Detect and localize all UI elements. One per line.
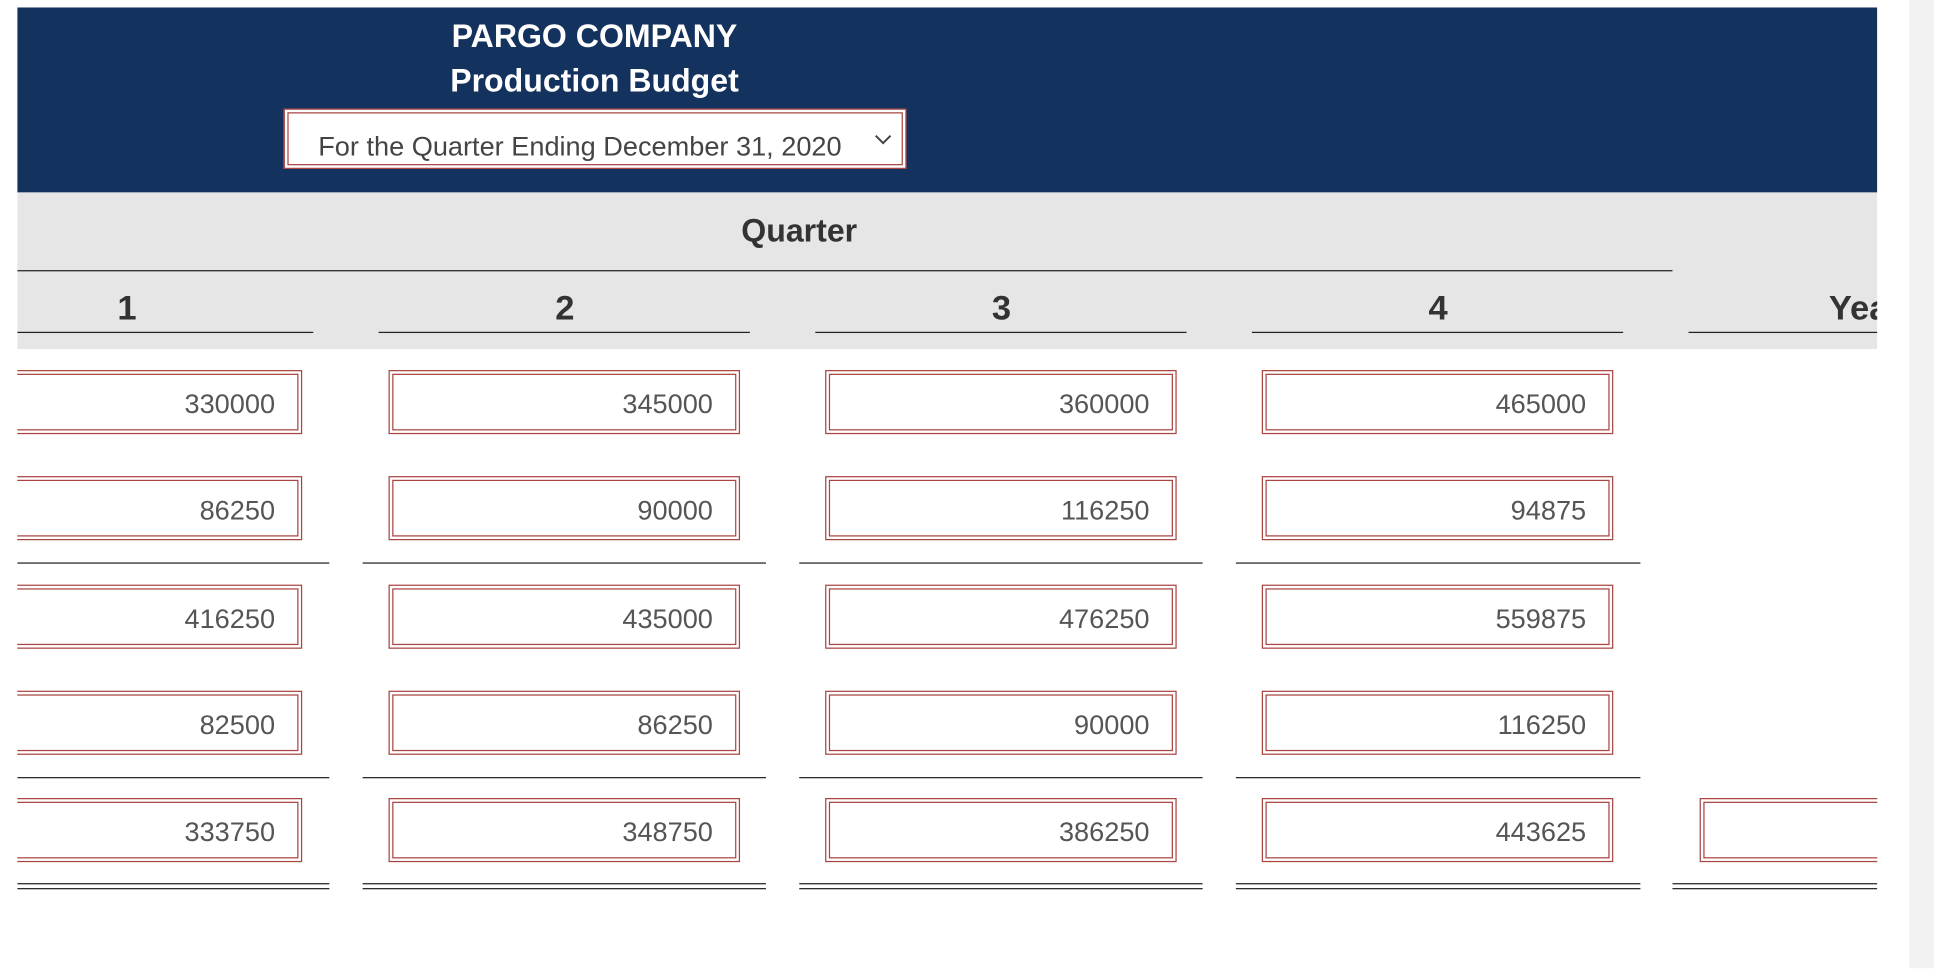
cell-value: 90000 — [637, 494, 713, 526]
input-cell[interactable]: 86250 — [388, 690, 741, 755]
column-header: Year — [1828, 288, 1877, 327]
subtotal-rule — [362, 562, 766, 564]
input-cell[interactable]: 345000 — [388, 370, 741, 435]
header: PARGO COMPANY Production Budget For the … — [17, 7, 1878, 193]
column-header: 1 — [117, 288, 137, 327]
cell-value: 345000 — [622, 388, 713, 420]
cell-value: 333750 — [184, 816, 276, 848]
input-cell[interactable]: 443625 — [1261, 798, 1614, 863]
cell-value: 559875 — [1495, 603, 1587, 634]
input-cell[interactable] — [1699, 798, 1878, 863]
input-cell[interactable]: 94875 — [1261, 476, 1614, 541]
report-title: Production Budget — [450, 61, 739, 99]
input-cell[interactable]: 90000 — [825, 690, 1177, 755]
input-cell[interactable]: 86250 — [17, 476, 303, 541]
input-cell[interactable]: 465000 — [1261, 370, 1614, 435]
input-cell[interactable]: 360000 — [825, 370, 1177, 435]
cell-value: 443625 — [1495, 816, 1587, 848]
cell-value: 476250 — [1058, 603, 1150, 634]
input-cell[interactable]: 476250 — [825, 584, 1177, 649]
input-cell[interactable]: 116250 — [1261, 690, 1614, 755]
column-underline — [17, 331, 314, 334]
cell-value: 86250 — [199, 494, 276, 526]
column-underline — [378, 331, 750, 334]
cell-value: 435000 — [622, 603, 713, 634]
column-header: 4 — [1428, 288, 1448, 327]
input-cell[interactable]: 116250 — [825, 476, 1177, 541]
subtotal-rule — [17, 562, 330, 564]
column-header: 2 — [555, 288, 575, 327]
subtotal-rule — [1235, 777, 1641, 779]
input-cell[interactable]: 348750 — [388, 798, 741, 863]
cell-value: 82500 — [199, 709, 276, 741]
cell-value: 465000 — [1495, 388, 1587, 420]
group-header: Quarter — [741, 212, 858, 250]
rule — [17, 270, 1673, 272]
subtotal-rule — [1235, 562, 1641, 564]
total-rule — [362, 883, 766, 890]
cell-value: 348750 — [622, 816, 713, 848]
column-underline — [1688, 331, 1878, 334]
input-cell[interactable]: 386250 — [825, 798, 1177, 863]
input-cell[interactable]: 333750 — [17, 798, 303, 863]
cell-value: 116250 — [1497, 709, 1587, 741]
subtotal-rule — [362, 777, 766, 779]
column-underline — [815, 331, 1187, 334]
scrollbar[interactable] — [1909, 0, 1934, 969]
input-cell[interactable]: 330000 — [17, 370, 303, 435]
cell-value: 386250 — [1058, 816, 1150, 848]
input-cell[interactable]: 82500 — [17, 690, 303, 755]
column-header: 3 — [991, 288, 1012, 327]
period-dropdown[interactable]: For the Quarter Ending December 31, 2020 — [283, 108, 907, 169]
subtotal-rule — [799, 562, 1203, 564]
worksheet: PARGO COMPANY Production Budget For the … — [17, 7, 1878, 968]
input-cell[interactable]: 559875 — [1261, 584, 1614, 649]
input-cell[interactable]: 416250 — [17, 584, 303, 649]
cell-value: 116250 — [1060, 494, 1150, 526]
total-rule — [799, 883, 1203, 890]
cell-value: 330000 — [184, 388, 276, 420]
subtotal-rule — [17, 777, 330, 779]
cell-value: 94875 — [1510, 494, 1587, 526]
column-underline — [1251, 331, 1624, 334]
company-name: PARGO COMPANY — [451, 17, 738, 55]
cell-value: 360000 — [1058, 388, 1150, 420]
cell-value: 416250 — [184, 603, 276, 634]
chevron — [875, 134, 892, 145]
total-rule — [1235, 883, 1641, 890]
cell-value: 86250 — [637, 709, 713, 741]
input-cell[interactable]: 90000 — [388, 476, 741, 541]
total-rule — [1672, 883, 1878, 890]
subtotal-rule — [799, 777, 1203, 779]
cell-value: 90000 — [1074, 709, 1150, 741]
period-text: For the Quarter Ending December 31, 2020 — [318, 130, 842, 162]
total-rule — [17, 883, 330, 890]
input-cell[interactable]: 435000 — [388, 584, 741, 649]
